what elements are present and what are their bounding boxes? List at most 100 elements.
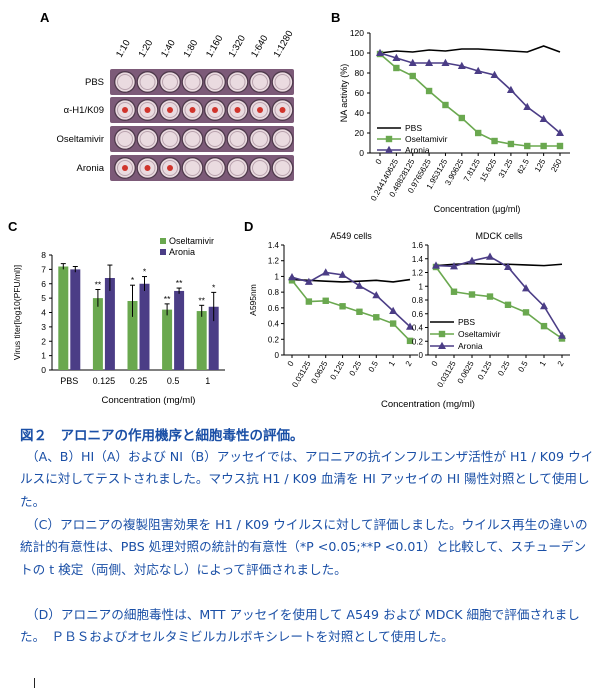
point-triangle xyxy=(504,262,512,270)
rbc-button-dot xyxy=(167,107,173,113)
point-square xyxy=(458,114,466,122)
legend-label: Oseltamivir xyxy=(405,134,448,144)
y-tick-label: 0.8 xyxy=(268,288,280,297)
significance-mark: * xyxy=(143,267,147,277)
x-tick-label: 1 xyxy=(205,376,210,386)
x-tick-label: 31.25 xyxy=(497,157,515,179)
y-tick-label: 0.4 xyxy=(412,324,424,333)
caption-paragraph-ab: （A、B）HI（A）および NI（B）アッセイでは、アロニアの抗インフルエンザ活… xyxy=(20,449,594,509)
plate-well-inner xyxy=(252,102,268,118)
point-triangle xyxy=(385,145,393,153)
x-tick-label: 0.25 xyxy=(130,376,148,386)
bar-oseltamivir xyxy=(127,301,138,370)
y-tick-label: 0.2 xyxy=(268,335,280,344)
series-line-aronia xyxy=(291,271,411,328)
point-square xyxy=(288,277,296,284)
plate-well-inner xyxy=(117,74,133,90)
point-square xyxy=(373,314,380,321)
point-square xyxy=(305,298,313,305)
plate-well-inner xyxy=(229,131,246,147)
plate-row-label: α-H1/K09 xyxy=(64,105,104,116)
point-triangle xyxy=(389,306,398,314)
panel-b-label: B xyxy=(331,10,340,25)
point-square xyxy=(450,288,458,295)
point-triangle xyxy=(441,58,450,66)
y-tick-label: 0 xyxy=(275,351,280,360)
y-tick-label: 60 xyxy=(355,88,365,98)
rbc-button-dot xyxy=(144,107,151,113)
y-tick-label: 0.2 xyxy=(412,337,424,346)
plate-well-inner xyxy=(274,102,291,118)
plate-well-inner xyxy=(139,131,156,147)
plate-well-inner xyxy=(252,74,268,90)
y-tick-label: 3 xyxy=(41,322,46,332)
legend-swatch xyxy=(160,238,166,244)
plate-well-inner xyxy=(207,160,223,176)
point-triangle xyxy=(372,291,381,299)
point-triangle xyxy=(556,128,564,136)
point-triangle xyxy=(376,48,384,56)
x-tick-label: 0.5 xyxy=(367,359,381,374)
legend-label: Aronia xyxy=(405,145,430,155)
point-square xyxy=(442,101,449,109)
plate-well-inner xyxy=(229,74,246,90)
point-triangle xyxy=(523,102,532,110)
x-tick-label: 0 xyxy=(374,157,384,166)
y-axis-title: A595nm xyxy=(248,284,258,316)
y-tick-label: 0.6 xyxy=(268,304,280,313)
bar-oseltamivir xyxy=(196,311,207,370)
y-tick-label: 2 xyxy=(41,336,46,346)
bar-oseltamivir xyxy=(92,298,103,370)
point-square xyxy=(491,137,498,145)
bar-aronia xyxy=(139,283,150,370)
y-tick-label: 0.4 xyxy=(268,320,280,329)
legend-label: Aronia xyxy=(169,247,195,257)
point-triangle xyxy=(432,261,440,269)
x-tick-label: 2 xyxy=(556,359,566,368)
text-cursor xyxy=(34,678,35,688)
series-line-aronia xyxy=(379,52,561,134)
y-tick-label: 1 xyxy=(275,272,280,281)
y-tick-label: 1.2 xyxy=(268,257,280,266)
y-tick-label: 5 xyxy=(41,293,46,303)
point-triangle xyxy=(425,58,434,66)
legend-label: Oseltamivir xyxy=(458,329,501,339)
plate-well-inner xyxy=(207,131,223,147)
x-tick-label: 0.0625 xyxy=(456,359,476,385)
point-triangle xyxy=(321,268,330,276)
rbc-button-dot xyxy=(122,107,128,113)
x-axis-title: Concentration (mg/ml) xyxy=(381,399,475,410)
bar-aronia xyxy=(70,269,81,370)
y-tick-label: 0 xyxy=(359,148,364,158)
rbc-button-dot xyxy=(212,107,218,113)
plate-well-inner xyxy=(117,160,133,176)
caption-paragraph-c: （C）アロニアの複製阻害効果を H1 / K09 ウイルスに対して評価しました。… xyxy=(20,517,588,577)
bar-aronia xyxy=(104,278,115,370)
x-tick-label: 250 xyxy=(549,157,564,174)
rbc-button-dot xyxy=(279,107,286,113)
point-square xyxy=(409,72,416,80)
point-square xyxy=(393,64,400,72)
plate-row-label: Oseltamivir xyxy=(56,134,104,145)
point-square xyxy=(507,140,515,148)
plate-well-inner xyxy=(274,74,291,90)
plate-well-inner xyxy=(184,160,201,176)
plate-well-inner xyxy=(207,74,223,90)
chart-subtitle: MDCK cells xyxy=(475,231,523,241)
point-square xyxy=(556,142,564,150)
bar-aronia xyxy=(208,306,219,370)
significance-mark: * xyxy=(212,282,216,292)
rbc-button-dot xyxy=(189,107,196,113)
point-triangle xyxy=(506,85,515,93)
x-tick-label: 2 xyxy=(404,359,414,368)
plate-well-inner xyxy=(139,74,156,90)
x-tick-label: 1 xyxy=(538,359,548,368)
point-square xyxy=(406,337,414,345)
plate-well-inner xyxy=(207,102,223,118)
y-tick-label: 1 xyxy=(41,351,46,361)
point-triangle xyxy=(558,331,566,339)
y-tick-label: 1.4 xyxy=(412,255,424,264)
panel-a-label: A xyxy=(40,10,50,25)
legend-label: Oseltamivir xyxy=(169,236,214,246)
